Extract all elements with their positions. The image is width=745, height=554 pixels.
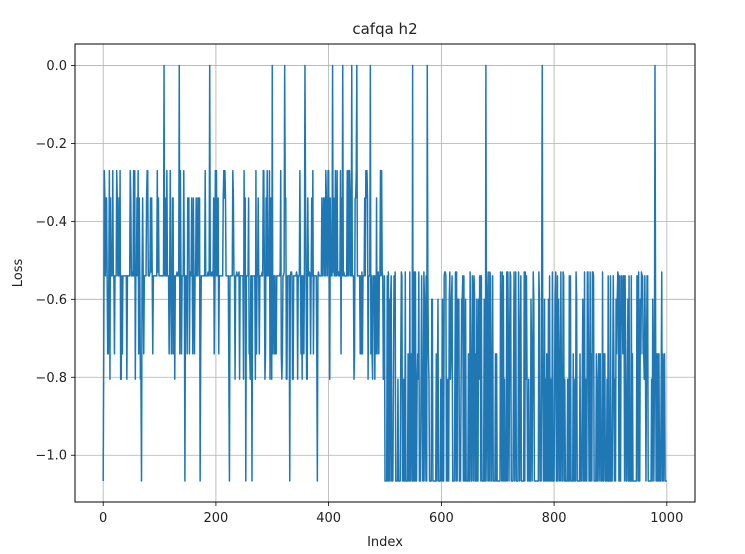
y-tick-label: −0.8 (35, 371, 67, 386)
y-tick-label: −0.4 (35, 215, 67, 230)
y-tick-label: −0.2 (35, 137, 67, 152)
x-tick-label: 800 (542, 511, 567, 526)
x-axis-title: Index (367, 535, 403, 550)
y-axis-title: Loss (11, 259, 26, 288)
series-layer (102, 64, 667, 482)
y-tick-label: 0.0 (46, 59, 67, 74)
x-tick-label: 200 (203, 511, 228, 526)
loss-series-line (102, 64, 667, 482)
x-tick-label: 1000 (650, 511, 683, 526)
x-tick-label: 600 (429, 511, 454, 526)
chart-title: cafqa h2 (352, 20, 417, 38)
axis-ticks: 0 200 400 600 800 1000 0.0 −0.2 −0.4 −0.6 −0.8 −1.0 (35, 59, 683, 526)
x-tick-label: 400 (316, 511, 341, 526)
y-tick-label: −0.6 (35, 293, 67, 308)
x-tick-label: 0 (99, 511, 107, 526)
plot-area-frame (74, 43, 696, 503)
y-tick-label: −1.0 (35, 449, 67, 464)
